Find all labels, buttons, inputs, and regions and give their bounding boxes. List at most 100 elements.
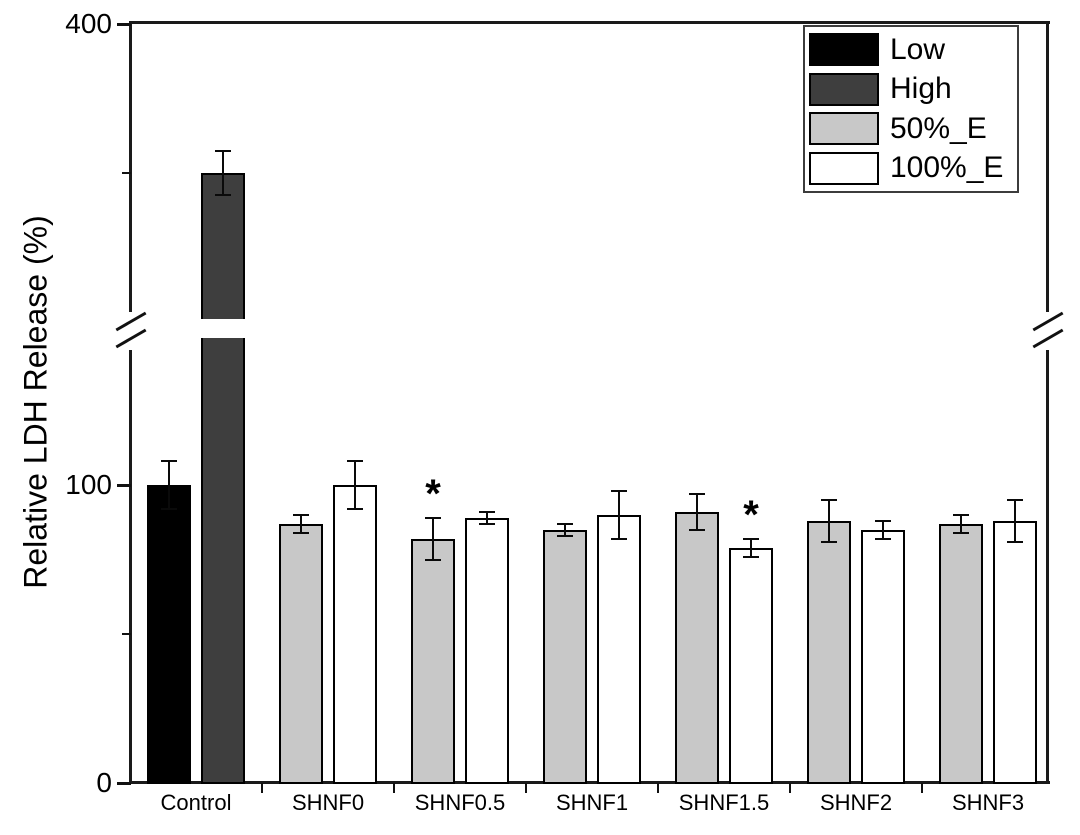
error-bar [960, 514, 962, 533]
error-bar-cap [743, 537, 759, 540]
legend-item: 100%_E [807, 150, 1015, 187]
legend-item: Low [807, 31, 1015, 68]
error-bar [222, 150, 224, 196]
error-bar-cap [293, 513, 309, 516]
error-bar-cap [347, 460, 363, 463]
y-tick-label: 100 [65, 469, 112, 500]
x-axis-label: Control [160, 790, 232, 815]
error-bar-cap [1007, 498, 1023, 501]
error-bar-cap [611, 537, 627, 540]
significance-asterisk: * [425, 471, 441, 516]
error-bar-cap [875, 519, 891, 522]
error-bar-cap [479, 510, 495, 513]
error-bar-cap [743, 555, 759, 558]
error-bar-cap [689, 528, 705, 531]
legend-label: 100%_E [890, 151, 1004, 185]
bar-SHNF1-50%_E [543, 529, 587, 784]
x-axis-tick [261, 783, 263, 793]
error-bar-cap [875, 537, 891, 540]
x-axis-tick [789, 783, 791, 793]
legend-item: High [807, 71, 1015, 108]
y-major-tick [117, 483, 131, 487]
bar-SHNF2-50%_E [807, 520, 851, 784]
axis-break-icon [1032, 311, 1064, 332]
error-bar [354, 461, 356, 509]
y-tick-label: 400 [65, 8, 112, 39]
bar-Control-High [201, 173, 245, 784]
error-bar [750, 538, 752, 557]
error-bar-cap [293, 531, 309, 534]
y-axis-lower-segment [129, 350, 132, 784]
legend-swatch-100%_E [809, 151, 879, 185]
error-bar-cap [821, 540, 837, 543]
y-axis-upper-segment [129, 21, 132, 312]
error-bar [300, 514, 302, 533]
right-axis-lower-segment [1046, 350, 1049, 784]
plot-frame-top [129, 21, 1050, 24]
bar-SHNF0-100%_E [333, 485, 377, 784]
bar-SHNF3-100%_E [993, 520, 1037, 784]
y-minor-tick [122, 172, 131, 174]
error-bar-cap [479, 522, 495, 525]
error-bar-cap [425, 516, 441, 519]
error-bar-cap [1007, 540, 1023, 543]
error-bar-cap [557, 522, 573, 525]
significance-asterisk: * [743, 492, 759, 537]
axis-break-icon [115, 328, 147, 349]
x-axis-label: SHNF0 [291, 790, 365, 815]
axis-break-icon [115, 311, 147, 332]
error-bar [618, 490, 620, 539]
x-axis-label: SHNF1 [555, 790, 629, 815]
error-bar [486, 511, 488, 524]
legend-label: Low [890, 32, 946, 66]
y-minor-tick [122, 633, 131, 635]
bar-SHNF1.5-50%_E [675, 511, 719, 784]
error-bar-cap [689, 492, 705, 495]
error-bar-cap [347, 507, 363, 510]
error-bar-cap [611, 489, 627, 492]
bar-SHNF1.5-100%_E [729, 547, 773, 784]
bar-SHNF0.5-100%_E [465, 517, 509, 784]
legend-swatch-High [809, 72, 879, 106]
x-axis-tick [657, 783, 659, 793]
bar-SHNF0-50%_E [279, 523, 323, 784]
bar-Control-Low [147, 485, 191, 784]
y-major-tick [117, 22, 131, 26]
error-bar-cap [161, 507, 177, 510]
error-bar-cap [953, 531, 969, 534]
y-tick-label: 0 [96, 767, 112, 798]
plot-frame-bottom [129, 781, 1050, 784]
x-axis-tick [921, 783, 923, 793]
legend-swatch-Low [809, 33, 879, 67]
x-axis-label: SHNF3 [951, 790, 1025, 815]
right-axis-upper-segment [1046, 21, 1049, 312]
error-bar [432, 517, 434, 560]
error-bar-cap [215, 149, 231, 152]
bar-SHNF3-50%_E [939, 523, 983, 784]
x-axis-label: SHNF2 [819, 790, 893, 815]
legend: Low High 50%_E 100%_E [803, 25, 1019, 193]
bar-SHNF1-100%_E [597, 514, 641, 784]
y-major-tick [117, 781, 131, 785]
bar-SHNF0.5-50%_E [411, 538, 455, 784]
error-bar [168, 461, 170, 509]
error-bar-cap [953, 513, 969, 516]
legend-label: 50%_E [890, 111, 987, 145]
x-axis-tick [393, 783, 395, 793]
x-axis-label: SHNF1.5 [678, 790, 770, 815]
error-bar-cap [161, 460, 177, 463]
legend-label: High [890, 72, 952, 106]
legend-item: 50%_E [807, 110, 1015, 147]
error-bar [1014, 499, 1016, 542]
error-bar-cap [821, 498, 837, 501]
error-bar [828, 499, 830, 542]
error-bar [696, 493, 698, 530]
error-bar [564, 523, 566, 536]
bar-axis-break-band [199, 319, 247, 338]
error-bar-cap [557, 534, 573, 537]
x-axis-label: SHNF0.5 [414, 790, 506, 815]
error-bar [882, 520, 884, 539]
error-bar-cap [425, 558, 441, 561]
error-bar-cap [215, 194, 231, 197]
